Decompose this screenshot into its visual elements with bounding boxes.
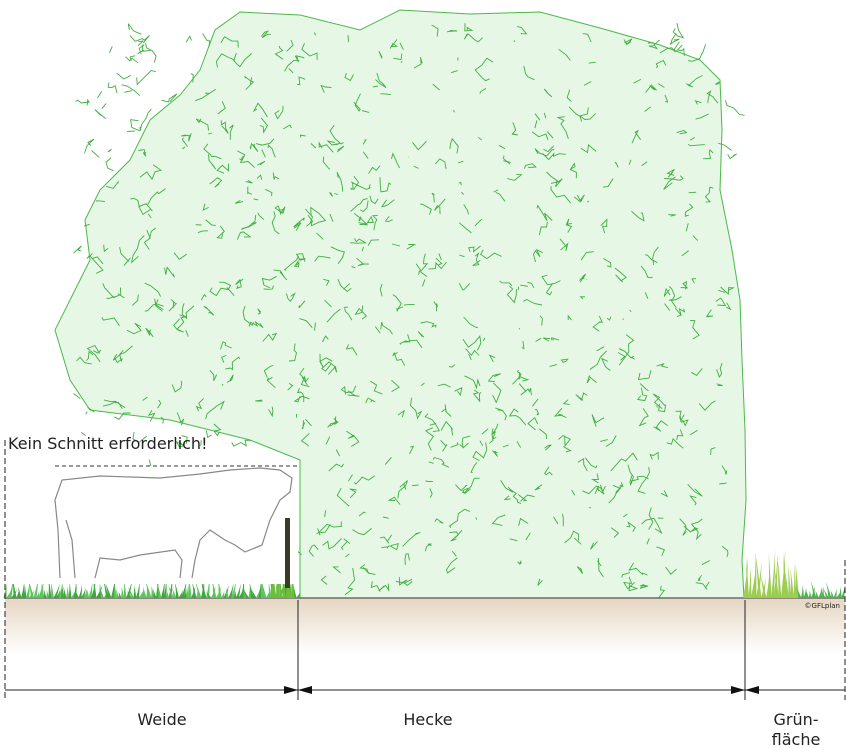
grass-blade	[749, 567, 752, 598]
leaf-stroke	[117, 73, 131, 79]
leaf-stroke	[128, 24, 141, 35]
grass-blade	[134, 585, 137, 598]
zone-label: Grün-	[773, 710, 818, 729]
annotation: Kein Schnitt erforderlich!	[8, 434, 207, 453]
leaf-stroke	[102, 104, 106, 109]
leaf-stroke	[519, 328, 520, 329]
leaf-stroke	[106, 158, 113, 171]
grass-blade	[44, 589, 47, 598]
leaf-stroke	[404, 305, 415, 306]
leaf-stroke	[122, 85, 140, 96]
leaf-stroke	[131, 120, 140, 131]
leaf-stroke	[348, 35, 349, 42]
grass-blade	[121, 587, 124, 598]
grass-blade	[63, 586, 66, 598]
grass-blade	[221, 591, 224, 598]
grass-blade	[21, 584, 24, 598]
zone-label: Hecke	[403, 710, 452, 729]
leaf-stroke	[186, 36, 191, 42]
leaf-stroke	[124, 91, 132, 93]
cow-area	[5, 466, 298, 584]
leaf-stroke	[108, 82, 117, 93]
leaf-stroke	[130, 35, 150, 43]
leaf-stroke	[203, 34, 210, 47]
grass-blade	[760, 573, 766, 598]
grass-blade	[79, 585, 82, 598]
leaf-stroke	[86, 412, 88, 415]
zone-labels: Weide Hecke Grün-fläche	[137, 710, 820, 748]
grass-blade	[809, 591, 812, 598]
leaf-stroke	[74, 246, 82, 253]
grass-blade	[831, 590, 834, 598]
grass-blade	[811, 581, 817, 598]
leaf-stroke	[677, 23, 679, 31]
leaf-stroke	[108, 149, 112, 152]
grass-blade	[69, 582, 72, 598]
leaf-stroke	[222, 384, 223, 386]
grass-blade	[116, 589, 119, 598]
grass-blade	[819, 587, 823, 598]
grass-blade	[66, 586, 69, 598]
grass-blade	[746, 558, 749, 598]
leaf-stroke	[95, 110, 106, 119]
leaf-stroke	[137, 71, 156, 85]
grass-blade	[46, 590, 49, 598]
leaf-stroke	[126, 57, 138, 63]
page: Kein Schnitt erforderlich! ©GFLplan Weid…	[0, 0, 846, 748]
leaf-stroke	[728, 154, 737, 159]
leaf-stroke	[725, 100, 744, 115]
soil	[5, 598, 845, 654]
leaf-stroke	[98, 91, 102, 98]
grass-blade	[16, 591, 19, 598]
leaf-stroke	[92, 151, 100, 158]
zone-label: fläche	[772, 730, 821, 748]
leaf-stroke	[76, 100, 90, 106]
grass-blade	[834, 589, 837, 598]
grass-blade	[769, 552, 772, 598]
fence-post	[285, 518, 290, 588]
grass-blade	[801, 585, 804, 598]
leaf-stroke	[278, 210, 283, 211]
hedge-diagram: Kein Schnitt erforderlich! ©GFLplan Weid…	[0, 0, 846, 748]
grass-blade	[804, 588, 807, 598]
zone-label: Weide	[137, 710, 186, 729]
grass-blade	[119, 592, 122, 598]
grass-blade	[806, 590, 809, 598]
leaf-stroke	[110, 46, 113, 53]
leaf-stroke	[232, 440, 252, 446]
copyright: ©GFLplan	[805, 602, 840, 610]
leaf-stroke	[671, 33, 680, 44]
grass-blade	[788, 564, 792, 598]
leaf-stroke	[689, 192, 697, 193]
leaf-stroke	[146, 43, 157, 63]
